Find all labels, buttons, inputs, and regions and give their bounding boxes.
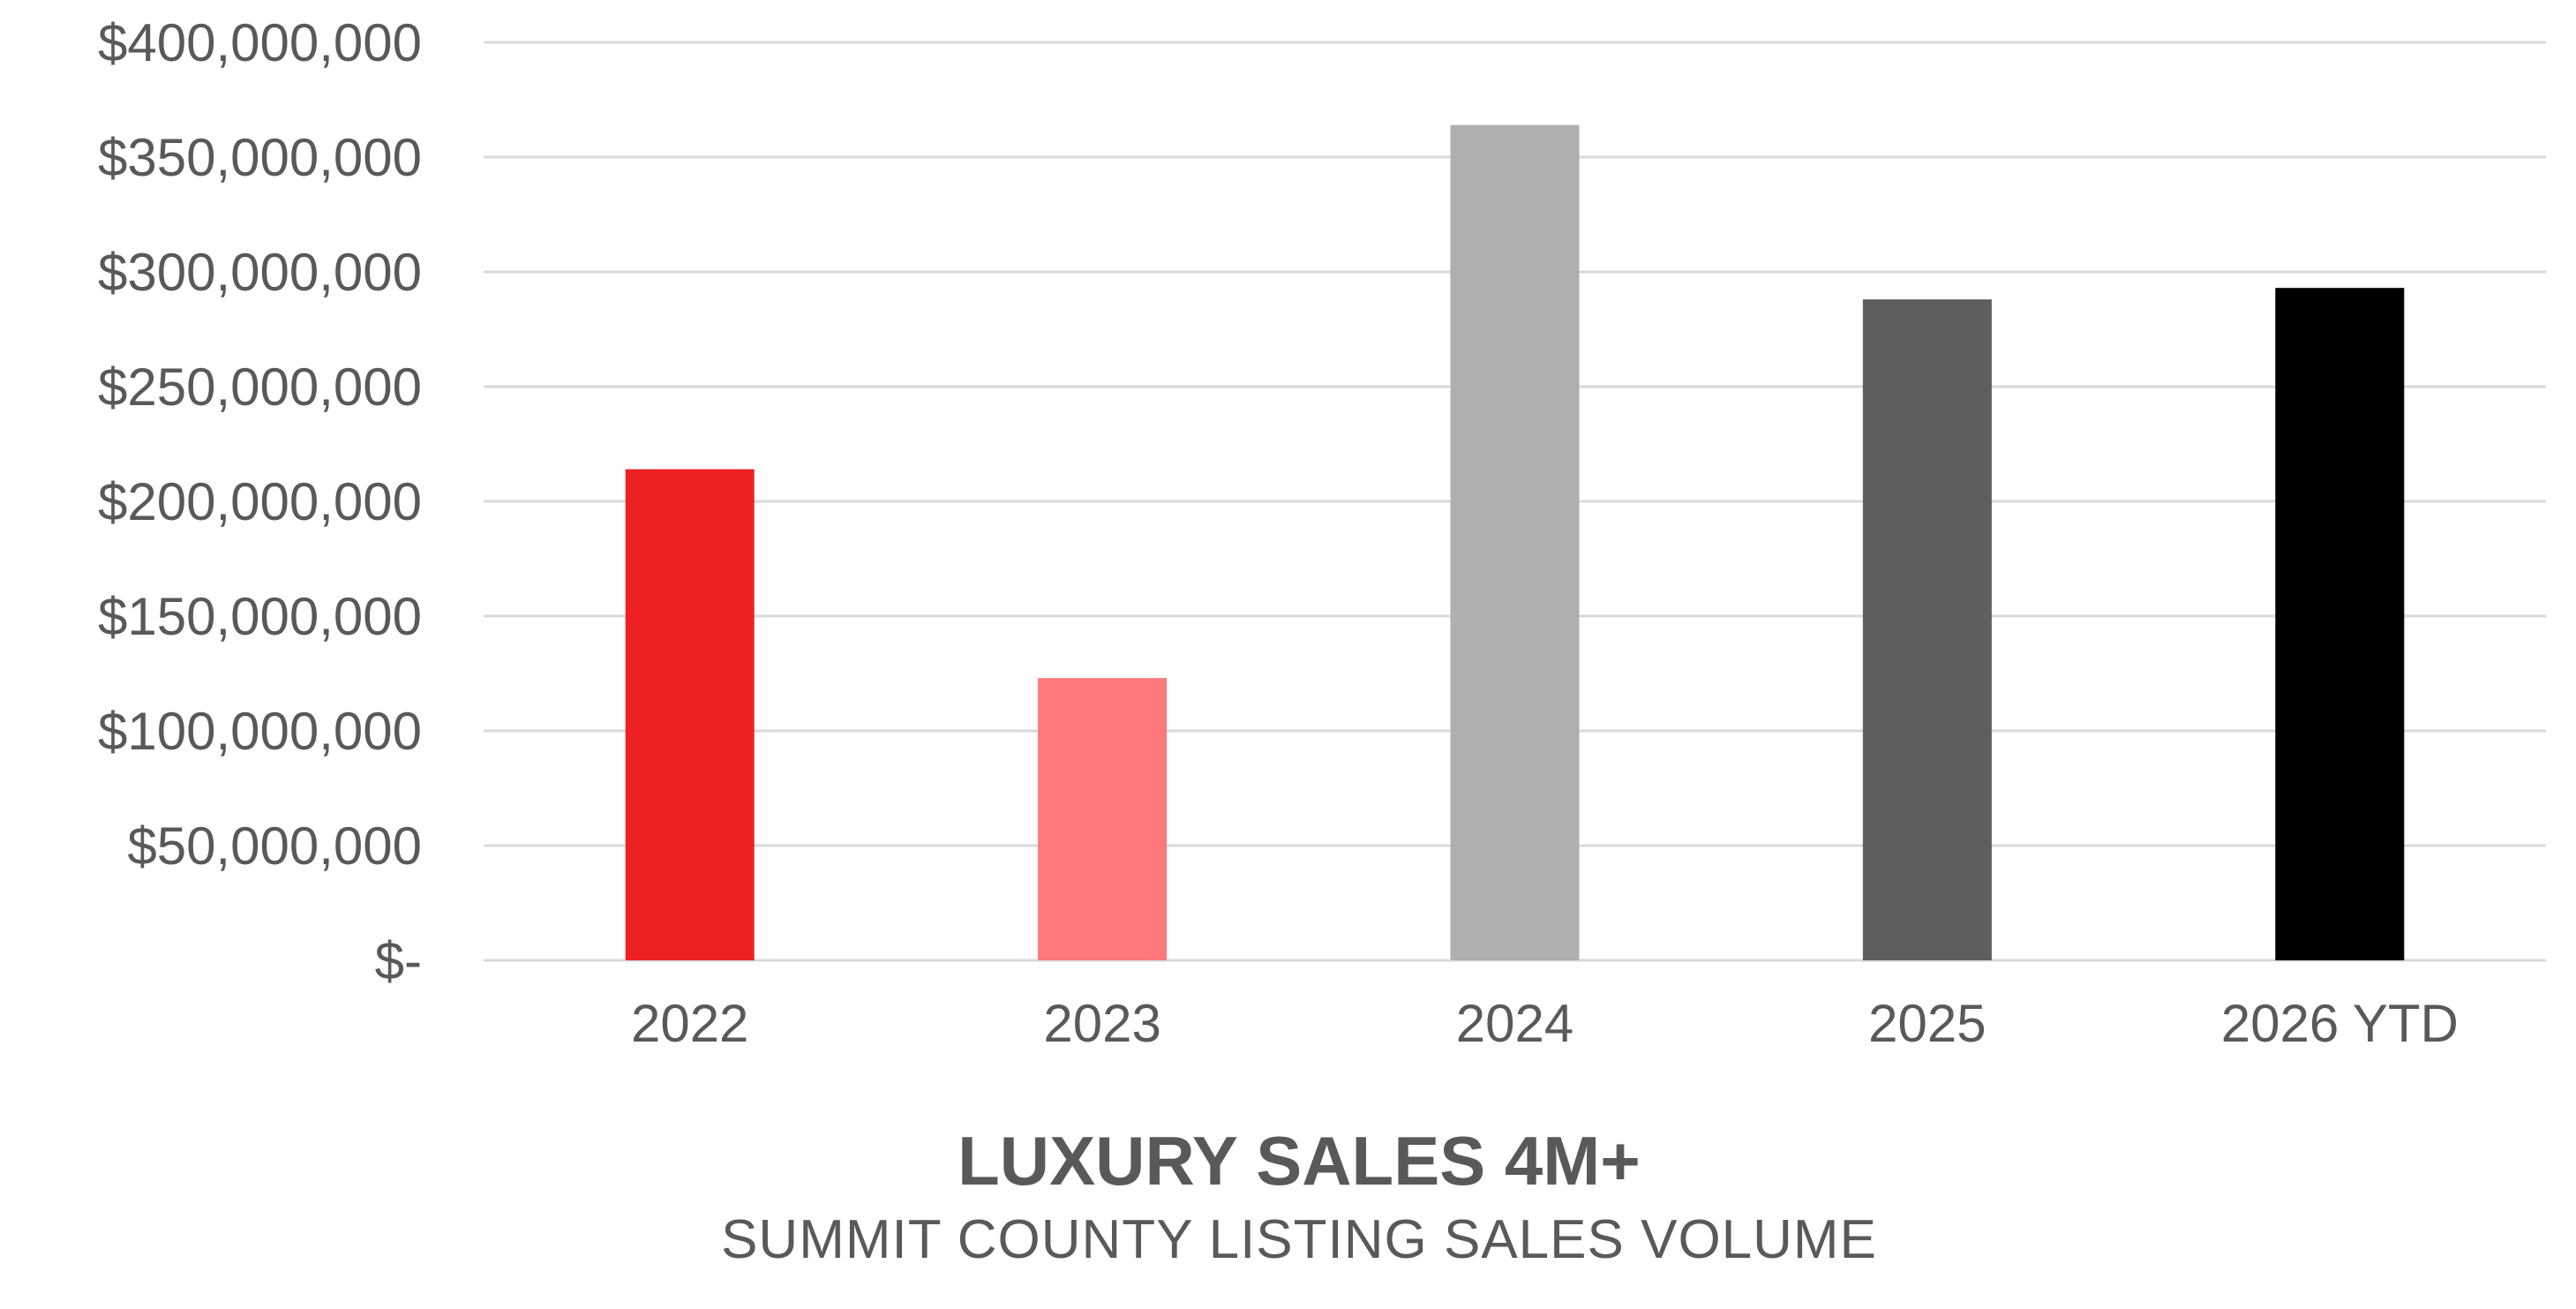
y-axis-tick-labels: $- $50,000,000 $100,000,000 $150,000,000 $20… — [98, 13, 422, 990]
x-category-label: 2025 — [1868, 994, 1986, 1053]
y-tick-label: $250,000,000 — [98, 357, 422, 417]
y-tick-label: $350,000,000 — [98, 128, 422, 187]
x-category-label: 2023 — [1043, 994, 1160, 1053]
x-category-label: 2026 YTD — [2221, 994, 2459, 1053]
bar-2022 — [625, 469, 755, 960]
x-axis-category-labels: 2022 2023 2024 2025 2026 YTD — [631, 994, 2459, 1053]
x-category-label: 2024 — [1456, 994, 1573, 1053]
y-tick-label: $50,000,000 — [127, 816, 422, 876]
y-tick-label: $200,000,000 — [98, 472, 422, 531]
bar-2026-ytd — [2275, 288, 2405, 960]
bar-2024 — [1450, 124, 1580, 961]
bar-2025 — [1862, 299, 1992, 960]
bar-2023 — [1038, 678, 1168, 960]
x-category-label: 2022 — [631, 994, 748, 1053]
bars — [625, 124, 2405, 961]
y-tick-label: $400,000,000 — [98, 13, 422, 72]
chart-subtitle: SUMMIT COUNTY LISTING SALES VOLUME — [721, 1209, 1877, 1270]
y-tick-label: $300,000,000 — [98, 243, 422, 302]
y-tick-label: $100,000,000 — [98, 702, 422, 761]
y-tick-label: $- — [375, 931, 422, 990]
y-tick-label: $150,000,000 — [98, 587, 422, 646]
chart-title: LUXURY SALES 4M+ — [958, 1122, 1641, 1200]
